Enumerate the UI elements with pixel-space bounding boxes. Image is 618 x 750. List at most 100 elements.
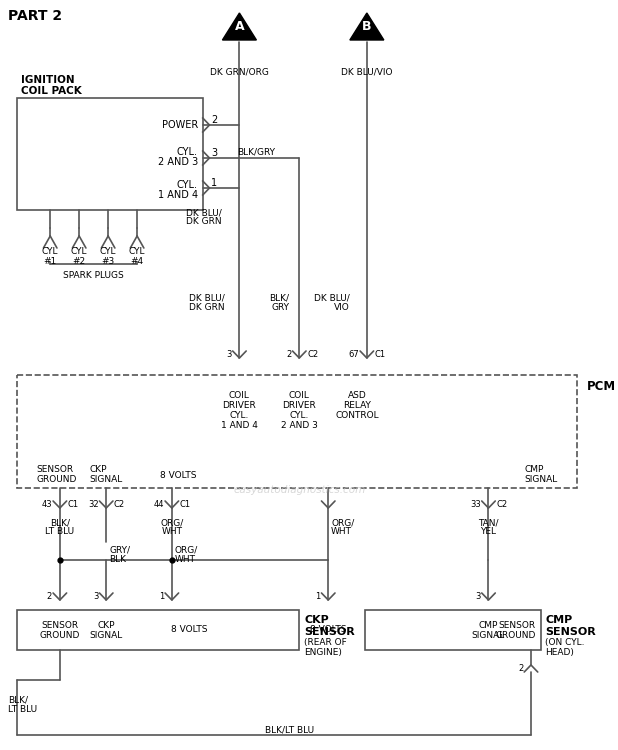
Text: DK GRN: DK GRN [187,217,222,226]
Text: DRIVER: DRIVER [222,400,256,410]
Text: ENGINE): ENGINE) [304,647,342,656]
Text: SENSOR: SENSOR [41,620,78,629]
Text: SIGNAL: SIGNAL [90,631,123,640]
Text: C1: C1 [67,500,78,509]
Text: ORG/: ORG/ [175,545,198,554]
Text: DK GRN: DK GRN [189,304,225,313]
Text: BLK/: BLK/ [50,518,70,527]
Text: CMP: CMP [546,615,573,625]
Text: 2: 2 [286,350,292,359]
Text: 3: 3 [475,592,481,601]
Text: 2 AND 3: 2 AND 3 [281,421,318,430]
Text: 2: 2 [211,115,218,125]
Text: ORG/: ORG/ [331,518,354,527]
Text: 1 AND 4: 1 AND 4 [221,421,258,430]
Text: POWER: POWER [162,120,198,130]
Text: DK BLU/: DK BLU/ [186,209,222,218]
Text: 1: 1 [211,178,218,188]
Text: DK GRN/ORG: DK GRN/ORG [210,68,269,76]
Text: #2: #2 [72,256,86,265]
Text: COIL: COIL [289,391,310,400]
Text: CYL.: CYL. [230,410,249,419]
Text: 8 VOLTS: 8 VOLTS [310,626,347,634]
Text: CKP: CKP [98,620,115,629]
Text: CKP: CKP [304,615,329,625]
Text: TAN/: TAN/ [478,518,499,527]
Text: CYL: CYL [71,248,87,256]
Text: PCM: PCM [587,380,616,394]
Text: #4: #4 [130,256,143,265]
Text: 3: 3 [211,148,218,158]
Text: 8 VOLTS: 8 VOLTS [160,470,197,479]
Text: ORG/: ORG/ [160,518,184,527]
Text: 1: 1 [315,592,321,601]
Text: 1 AND 4: 1 AND 4 [158,190,198,200]
Text: 3: 3 [226,350,232,359]
Text: WHT: WHT [175,554,196,563]
Text: 8 VOLTS: 8 VOLTS [171,626,208,634]
Text: BLK/GRY: BLK/GRY [237,148,275,157]
Polygon shape [350,13,384,40]
Text: CYL: CYL [129,248,145,256]
Text: COIL: COIL [229,391,250,400]
Text: SENSOR: SENSOR [499,620,536,629]
Text: SIGNAL: SIGNAL [472,631,505,640]
Text: C2: C2 [114,500,125,509]
Text: 33: 33 [470,500,481,509]
Text: CMP: CMP [479,620,498,629]
Text: CONTROL: CONTROL [336,410,379,419]
Text: (ON CYL.: (ON CYL. [546,638,585,647]
Text: GROUND: GROUND [36,476,77,484]
Text: CYL.: CYL. [290,410,309,419]
Text: WHT: WHT [331,527,352,536]
Text: SENSOR: SENSOR [36,466,74,475]
Text: 1: 1 [159,592,164,601]
Text: WHT: WHT [161,527,182,536]
Text: HEAD): HEAD) [546,647,574,656]
Text: DK BLU/VIO: DK BLU/VIO [341,68,392,76]
Text: B: B [362,20,371,33]
Text: #1: #1 [44,256,57,265]
Text: C1: C1 [180,500,191,509]
Text: CYL.: CYL. [177,180,198,190]
Text: CYL.: CYL. [177,147,198,157]
Text: SENSOR: SENSOR [546,627,596,637]
Text: 44: 44 [154,500,164,509]
Text: #3: #3 [101,256,115,265]
Text: 2 AND 3: 2 AND 3 [158,157,198,167]
Text: SIGNAL: SIGNAL [90,476,123,484]
Text: 43: 43 [41,500,52,509]
Text: LT BLU: LT BLU [7,706,37,715]
Text: YEL: YEL [481,527,496,536]
Text: SIGNAL: SIGNAL [524,476,557,484]
Text: BLK/LT BLU: BLK/LT BLU [265,725,314,734]
Text: 2: 2 [47,592,52,601]
Text: SPARK PLUGS: SPARK PLUGS [63,271,124,280]
Text: GROUND: GROUND [40,631,80,640]
Text: CKP: CKP [90,466,108,475]
Text: (REAR OF: (REAR OF [304,638,347,647]
Text: 2: 2 [518,664,523,673]
Text: BLK/: BLK/ [7,695,28,704]
Text: DK BLU/: DK BLU/ [314,293,350,302]
Text: C1: C1 [375,350,386,359]
Polygon shape [222,13,256,40]
Text: easyautodiagnostics.com: easyautodiagnostics.com [233,485,365,495]
Text: C2: C2 [496,500,507,509]
Text: 67: 67 [349,350,359,359]
Text: GROUND: GROUND [496,631,536,640]
Text: CYL: CYL [42,248,59,256]
Text: ASD: ASD [348,391,366,400]
Text: BLK: BLK [109,554,126,563]
Text: A: A [235,20,244,33]
Text: DK BLU/: DK BLU/ [189,293,225,302]
Text: COIL PACK: COIL PACK [21,86,82,96]
Text: CMP: CMP [524,466,544,475]
Text: PART 2: PART 2 [7,9,62,23]
Text: SENSOR: SENSOR [304,627,355,637]
Text: 3: 3 [93,592,98,601]
Text: GRY: GRY [272,304,290,313]
Text: GRY/: GRY/ [109,545,130,554]
Text: BLK/: BLK/ [269,293,290,302]
Text: C2: C2 [307,350,318,359]
